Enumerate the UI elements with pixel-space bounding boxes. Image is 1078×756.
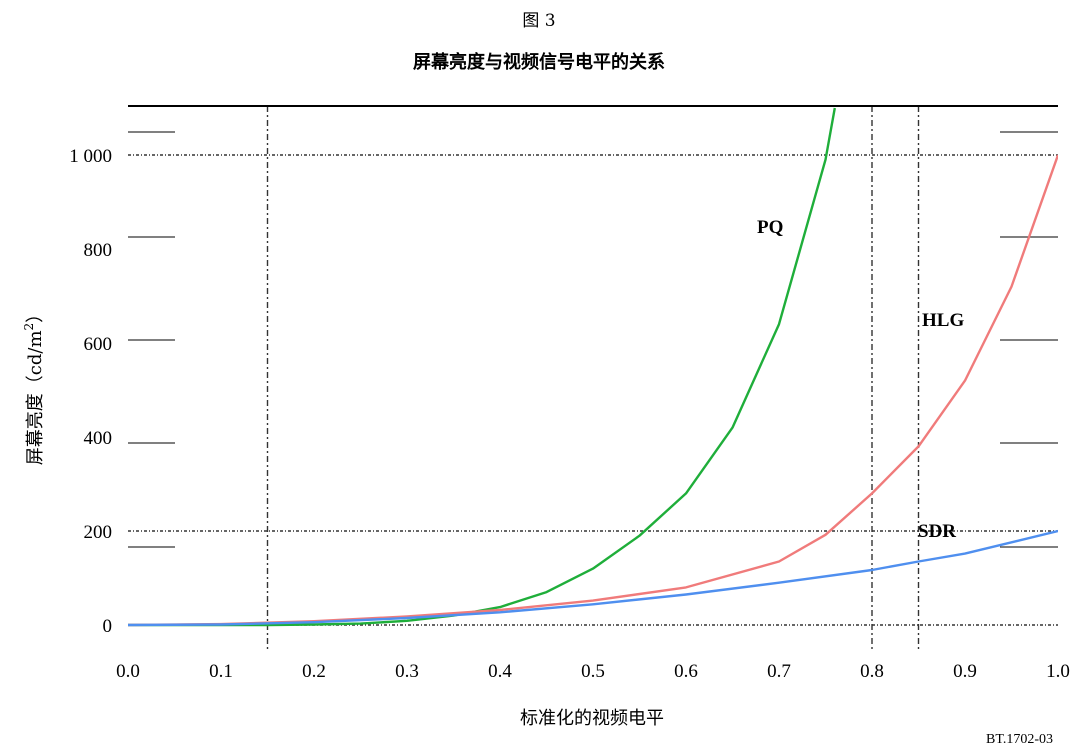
- chart-title: 屏幕亮度与视频信号电平的关系: [413, 52, 665, 73]
- curve-label-hlg: HLG: [922, 310, 964, 331]
- x-tick-label: 0.7: [767, 661, 791, 682]
- x-tick-label: 0.6: [674, 661, 698, 682]
- y-tick-label: 0: [103, 616, 113, 637]
- x-tick-label: 0.5: [581, 661, 605, 682]
- x-tick-label: 0.3: [395, 661, 419, 682]
- y-tick-label: 600: [84, 334, 113, 355]
- y-axis-label: 屏幕亮度（cd/m2）: [22, 305, 46, 465]
- y-tick-label: 200: [84, 522, 113, 543]
- curve-labels: PQ HLG SDR: [757, 217, 964, 542]
- x-tick-labels: 0.0 0.1 0.2 0.3 0.4 0.5 0.6 0.7 0.8 0.9 1.0: [116, 661, 1070, 682]
- y-axis-label-end: ）: [25, 305, 46, 323]
- curve-label-sdr: SDR: [918, 521, 956, 542]
- x-tick-label: 0.1: [209, 661, 233, 682]
- x-tick-label: 0.4: [488, 661, 512, 682]
- y-tick-label: 800: [84, 240, 113, 261]
- figure-reference-code: BT.1702-03: [986, 732, 1054, 747]
- series-curves: [128, 107, 1058, 627]
- x-tick-label: 0.2: [302, 661, 326, 682]
- y-axis-label-main: 屏幕亮度（cd/m: [25, 330, 46, 465]
- y-axis-label-superscript: 2: [22, 323, 36, 331]
- series-line-pq: [128, 107, 836, 627]
- series-line-sdr: [128, 529, 1058, 627]
- x-axis-label: 标准化的视频电平: [520, 708, 664, 729]
- x-tick-label: 0.9: [953, 661, 977, 682]
- y-tick-label: 1 000: [69, 146, 112, 167]
- curve-label-pq: PQ: [757, 217, 783, 238]
- x-tick-label: 1.0: [1046, 661, 1070, 682]
- plot-frame: [128, 105, 1058, 548]
- figure-number: 图 3: [522, 11, 556, 31]
- x-tick-label: 0.0: [116, 661, 140, 682]
- y-tick-label: 400: [84, 428, 113, 449]
- x-tick-label: 0.8: [860, 661, 884, 682]
- y-tick-labels: 0 200 400 600 800 1 000: [69, 146, 112, 637]
